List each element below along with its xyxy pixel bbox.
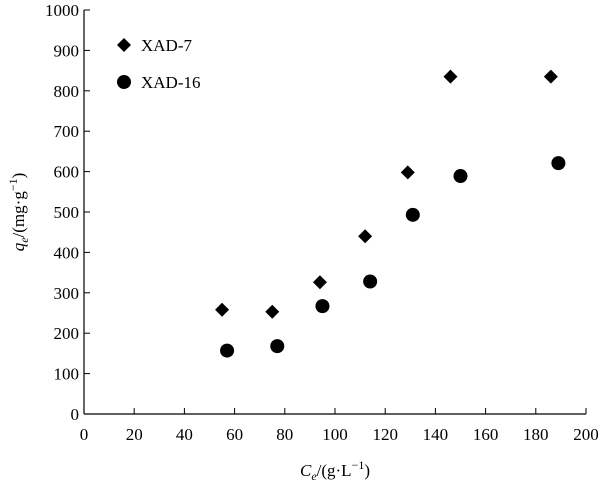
- legend-label-xad16: XAD-16: [141, 73, 201, 92]
- x-tick-label: 200: [573, 425, 599, 444]
- x-ticks: 0 20 40 60 80 100 120 140 160 180 200: [80, 408, 599, 444]
- x-tick-label: 140: [423, 425, 449, 444]
- y-tick-label: 700: [54, 122, 80, 141]
- data-point-xad7: [312, 275, 327, 290]
- data-point-xad16: [270, 339, 285, 354]
- data-point-xad16: [405, 207, 420, 222]
- legend-item-xad7: XAD-7: [117, 36, 192, 55]
- data-point-xad7: [358, 229, 373, 244]
- data-points: [215, 69, 566, 358]
- x-tick-label: 80: [276, 425, 293, 444]
- legend: XAD-7 XAD-16: [117, 36, 201, 92]
- y-tick-label: 600: [54, 163, 80, 182]
- y-tick-label: 900: [54, 41, 80, 60]
- x-tick-label: 120: [372, 425, 398, 444]
- y-tick-label: 400: [54, 243, 80, 262]
- data-point-xad7: [215, 302, 230, 317]
- x-tick-label: 180: [523, 425, 549, 444]
- x-tick-label: 0: [80, 425, 89, 444]
- x-tick-label: 100: [322, 425, 348, 444]
- data-point-xad7: [265, 304, 280, 319]
- data-point-xad7: [543, 69, 558, 84]
- x-tick-label: 40: [176, 425, 193, 444]
- data-point-xad7: [400, 165, 415, 180]
- data-point-xad7: [443, 69, 458, 84]
- y-tick-label: 1000: [45, 1, 79, 20]
- diamond-marker-icon: [117, 38, 131, 52]
- y-tick-label: 0: [71, 405, 80, 424]
- legend-label-xad7: XAD-7: [141, 36, 192, 55]
- y-tick-label: 300: [54, 284, 80, 303]
- data-point-xad16: [453, 169, 468, 184]
- x-tick-label: 60: [226, 425, 243, 444]
- y-tick-label: 200: [54, 324, 80, 343]
- axes: [83, 10, 586, 415]
- x-axis-title: Ce/(g·L−1): [300, 458, 370, 483]
- x-tick-label: 20: [126, 425, 143, 444]
- data-point-xad16: [551, 156, 566, 171]
- y-tick-label: 500: [54, 203, 80, 222]
- y-tick-label: 800: [54, 82, 80, 101]
- data-point-xad16: [315, 299, 330, 314]
- data-point-xad16: [220, 343, 235, 358]
- x-tick-label: 160: [473, 425, 499, 444]
- y-axis-title: qe/(mg·g−1): [6, 173, 31, 252]
- y-ticks: 0 100 200 300 400 500 600 700 800 900 1000: [45, 1, 90, 424]
- circle-marker-icon: [117, 75, 131, 89]
- y-tick-label: 100: [54, 365, 80, 384]
- legend-item-xad16: XAD-16: [117, 73, 201, 92]
- data-point-xad16: [363, 274, 378, 289]
